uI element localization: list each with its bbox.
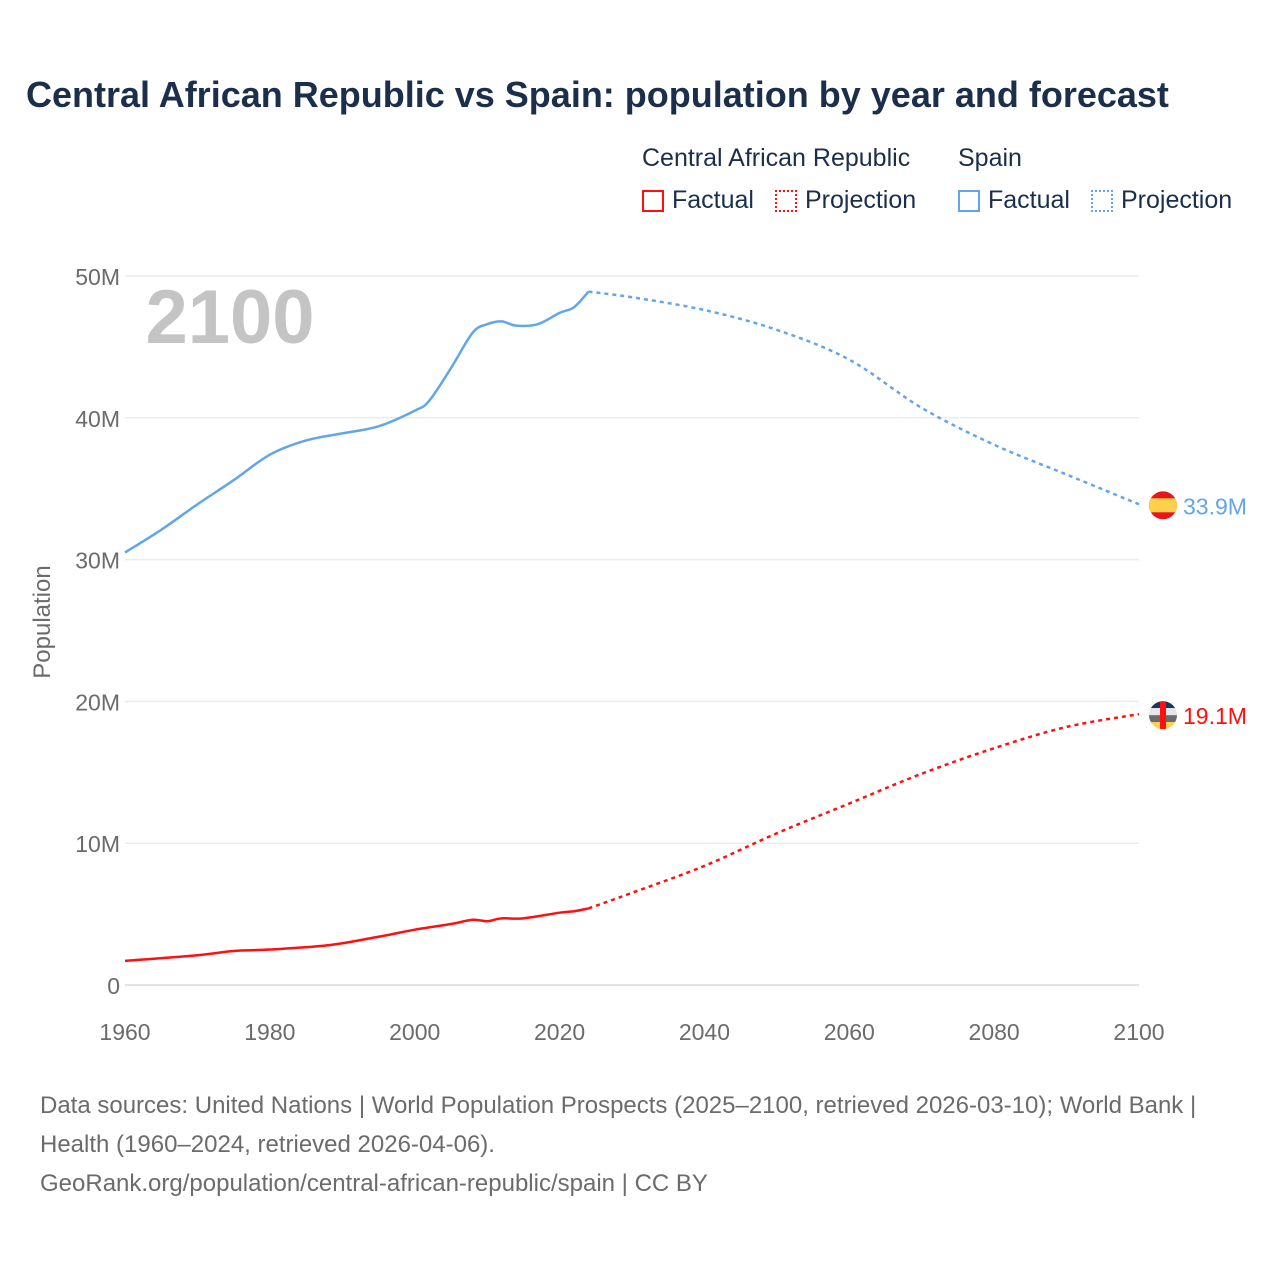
legend-label: Projection <box>805 186 917 214</box>
footer: Data sources: United Nations | World Pop… <box>40 1086 1240 1203</box>
chart-title: Central African Republic vs Spain: popul… <box>26 74 1169 115</box>
y-tick-label: 40M <box>75 406 120 432</box>
y-tick-label: 20M <box>75 689 120 715</box>
spain-flag-icon <box>1149 491 1177 520</box>
x-tick-label: 1980 <box>244 1019 295 1045</box>
y-tick-label: 10M <box>75 831 120 857</box>
spain-factual-line <box>124 290 590 554</box>
data-sources: Data sources: United Nations | World Pop… <box>40 1092 1197 1158</box>
legend-group-spain: Spain <box>958 144 1022 172</box>
car-end-value: 19.1M <box>1183 703 1247 729</box>
legend-group-car: Central African Republic <box>642 144 911 172</box>
x-tick-label: 2020 <box>534 1019 585 1045</box>
legend-swatch-solid <box>642 189 664 212</box>
plot-area: 0 10M 20M 30M 40M 50M 1960 1980 2000 2020 2040 2060… <box>29 264 1247 1045</box>
y-tick-label: 30M <box>75 548 120 574</box>
car-factual-line <box>124 907 589 963</box>
legend-car-projection[interactable]: Projection <box>775 186 916 215</box>
source-link[interactable]: GeoRank.org/population/central-african-r… <box>40 1170 708 1197</box>
y-axis-label: Population <box>29 565 56 678</box>
car-projection-line <box>588 712 1140 910</box>
year-watermark: 2100 <box>145 275 314 360</box>
legend-swatch-dotted <box>1091 189 1113 212</box>
y-tick-label: 50M <box>75 264 120 290</box>
legend-swatch-dotted <box>775 189 797 212</box>
spain-end-value: 33.9M <box>1183 493 1247 519</box>
x-tick-label: 2100 <box>1113 1019 1164 1045</box>
legend-spain-factual[interactable]: Factual <box>958 186 1070 215</box>
legend-spain-projection[interactable]: Projection <box>1091 186 1232 215</box>
x-tick-label: 2040 <box>679 1019 730 1045</box>
legend-label: Factual <box>672 186 754 214</box>
legend-car-factual[interactable]: Factual <box>642 186 754 215</box>
legend-swatch-solid <box>958 189 980 212</box>
y-tick-label: 0 <box>107 973 120 999</box>
x-tick-label: 1960 <box>99 1019 150 1045</box>
x-tick-label: 2060 <box>824 1019 875 1045</box>
spain-projection-line <box>588 290 1140 506</box>
car-flag-icon <box>1149 701 1177 730</box>
legend-label: Factual <box>988 186 1070 214</box>
x-tick-label: 2080 <box>969 1019 1020 1045</box>
legend-label: Projection <box>1121 186 1233 214</box>
x-tick-label: 2000 <box>389 1019 440 1045</box>
